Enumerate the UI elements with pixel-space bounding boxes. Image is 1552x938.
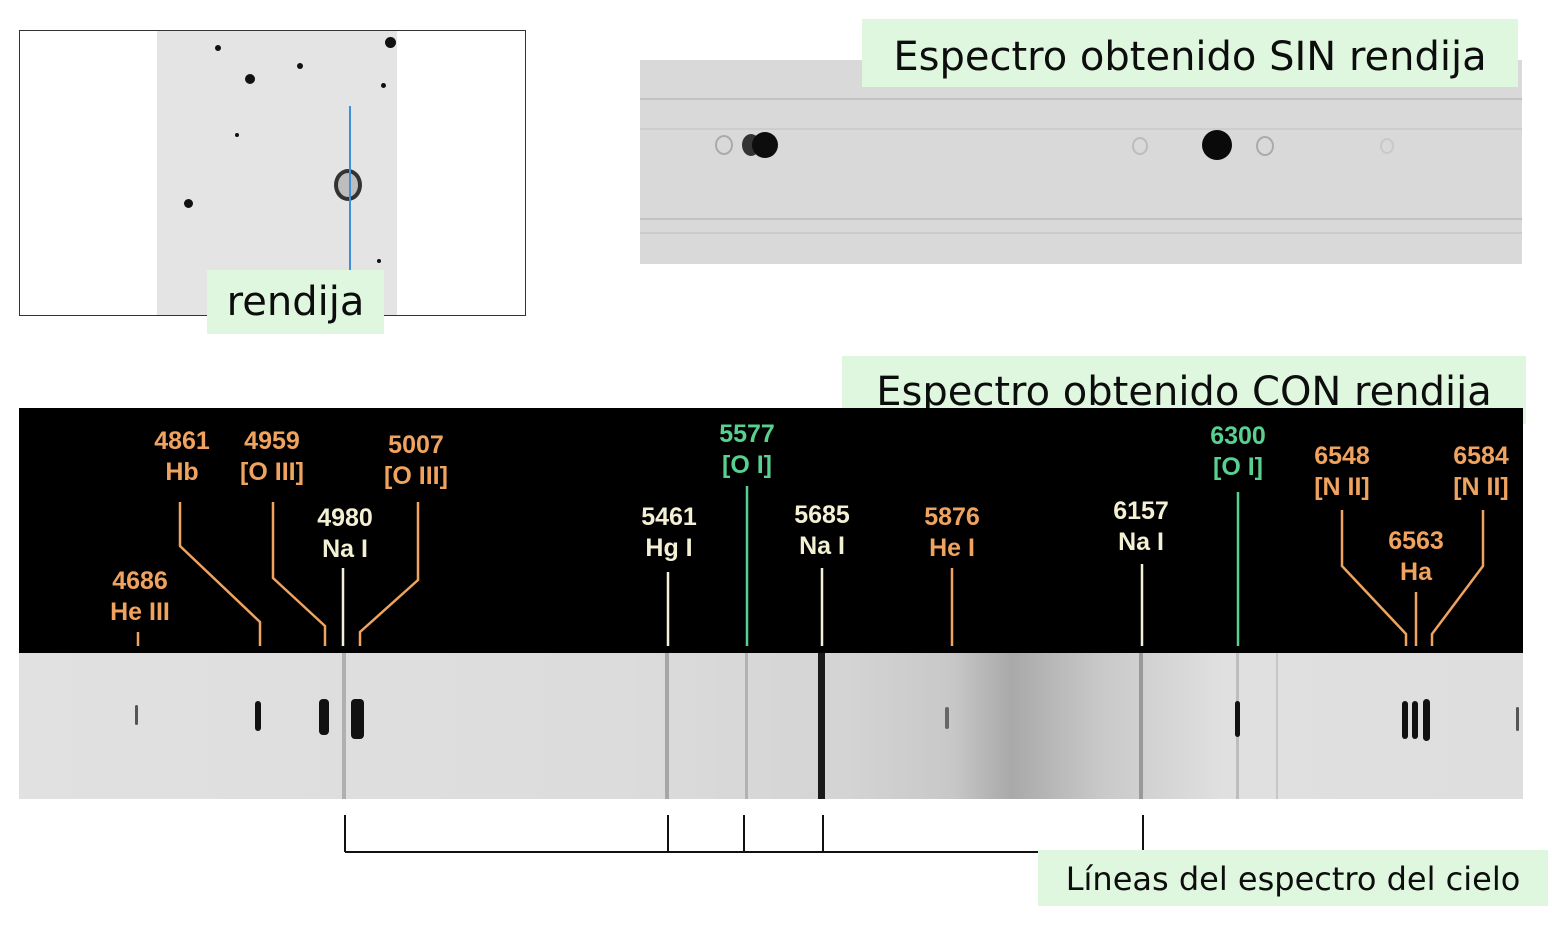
slit-spectrum-image [19,653,1523,799]
line-label-o3-5007: 5007 [O III] [384,431,448,490]
emission-image [1380,138,1394,154]
emission-knot [1235,701,1240,737]
spectral-line [342,653,346,799]
emission-image [715,135,733,155]
sky-lines-label: Líneas del espectro del cielo [1038,850,1548,906]
slitless-title: Espectro obtenido SIN rendija [862,19,1518,87]
emission-image [752,132,778,158]
target-nebula [334,169,362,201]
line-label-hb-4861: 4861 Hb [154,427,210,486]
spectrum-band [640,128,1522,130]
slit-field-image [19,30,526,316]
spectral-line [818,653,825,799]
line-label-na1-5685: 5685 Na I [794,501,850,560]
line-label-o1-5577: 5577 [O I] [719,420,775,479]
slit-label: rendija [207,270,384,334]
star [184,199,193,208]
emission-image [1256,136,1274,156]
line-label-n2-6548: 6548 [N II] [1314,442,1370,501]
emission-image [1202,130,1232,160]
emission-image [1132,137,1148,155]
emission-knot [319,699,329,735]
spectrum-band [640,218,1522,220]
line-label-hg1-5461: 5461 Hg I [641,503,697,562]
line-label-o1-6300: 6300 [O I] [1210,422,1266,481]
slit-line [349,106,351,281]
line-label-he1-5876: 5876 He I [924,503,980,562]
emission-knot [1402,701,1408,739]
spectral-line [665,653,669,799]
star [215,45,221,51]
spectral-line [1139,653,1143,799]
spectral-line [745,653,748,799]
emission-knot [351,699,364,739]
emission-knot [1516,707,1519,731]
emission-knot [945,707,949,729]
line-label-n2-6584: 6584 [N II] [1453,442,1509,501]
line-label-na1-6157: 6157 Na I [1113,497,1169,556]
star [381,83,386,88]
emission-knot [1412,701,1418,739]
line-label-ha-6563: 6563 Ha [1388,527,1444,586]
star [385,37,396,48]
slitless-spectrum-image [640,60,1522,264]
star [245,74,255,84]
star [297,63,303,69]
star [377,259,381,263]
line-label-na1-4980: 4980 Na I [317,504,373,563]
emission-knot [1423,699,1430,741]
spectrum-band [640,98,1522,100]
emission-knot [135,705,138,725]
line-label-he3-4686: 4686 He III [110,567,170,626]
line-label-o3-4959: 4959 [O III] [240,427,304,486]
spectral-line [1276,653,1278,799]
emission-knot [255,701,261,731]
spectrum-band [640,232,1522,234]
star [235,133,239,137]
spectrum-labels-panel [19,408,1523,653]
